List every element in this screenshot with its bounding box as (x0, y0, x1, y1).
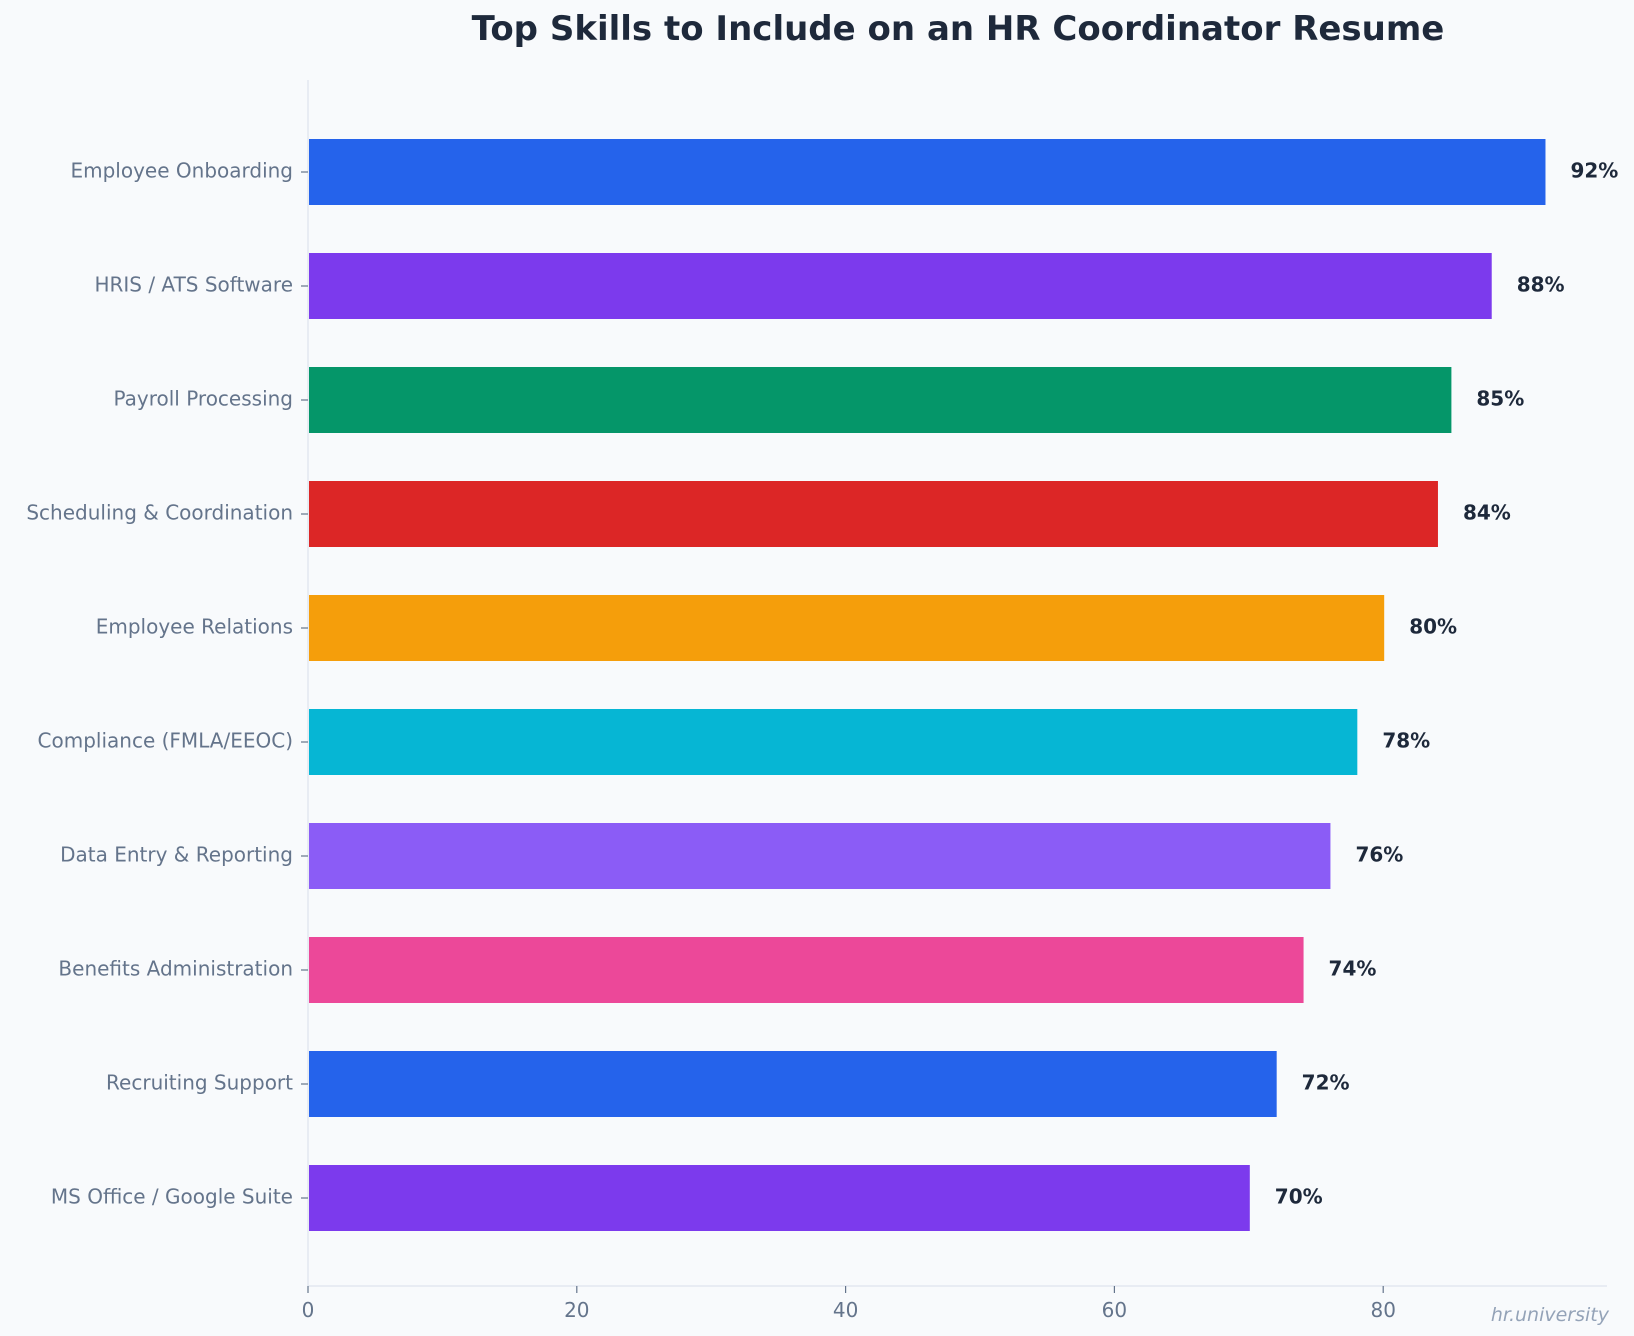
bar (309, 1051, 1277, 1117)
category-label: Data Entry & Reporting (60, 843, 293, 867)
x-axis-ticks: 0 20 40 60 80 (302, 1286, 1396, 1322)
category-label: Employee Onboarding (70, 159, 293, 183)
bar (309, 595, 1385, 661)
category-label: Recruiting Support (106, 1071, 293, 1095)
value-label: 76% (1355, 843, 1403, 867)
watermark: hr.university (1491, 1304, 1610, 1326)
category-label: Scheduling & Coordination (26, 501, 293, 525)
value-labels: 92% 88% 85% 84% 80% 78% 76% 74% 72% 70% (1275, 159, 1619, 1209)
x-tick-label: 20 (564, 1298, 589, 1322)
bar (309, 1165, 1250, 1231)
x-tick-label: 80 (1370, 1298, 1395, 1322)
bar (309, 139, 1546, 205)
category-label: HRIS / ATS Software (94, 273, 293, 297)
bar (309, 253, 1492, 319)
bar (309, 709, 1358, 775)
x-tick-label: 60 (1102, 1298, 1127, 1322)
category-label: Employee Relations (96, 615, 293, 639)
bars (309, 139, 1546, 1231)
category-label: MS Office / Google Suite (51, 1185, 293, 1209)
bar (309, 937, 1304, 1003)
bar (309, 823, 1331, 889)
bar (309, 367, 1452, 433)
category-label: Payroll Processing (113, 387, 293, 411)
bar (309, 481, 1438, 547)
value-label: 70% (1275, 1185, 1323, 1209)
value-label: 80% (1409, 615, 1457, 639)
value-label: 88% (1517, 273, 1565, 297)
category-labels: Employee Onboarding HRIS / ATS Software Pa… (26, 159, 293, 1209)
value-label: 72% (1302, 1071, 1350, 1095)
value-label: 84% (1463, 501, 1511, 525)
axes (301, 80, 1607, 1287)
category-label: Benefits Administration (58, 957, 293, 981)
value-label: 92% (1570, 159, 1618, 183)
value-label: 78% (1382, 729, 1430, 753)
value-label: 85% (1476, 387, 1524, 411)
value-label: 74% (1329, 957, 1377, 981)
x-tick-label: 40 (833, 1298, 858, 1322)
x-tick-label: 0 (302, 1298, 315, 1322)
category-label: Compliance (FMLA/EEOC) (38, 729, 293, 753)
chart-title: Top Skills to Include on an HR Coordinat… (472, 9, 1445, 49)
